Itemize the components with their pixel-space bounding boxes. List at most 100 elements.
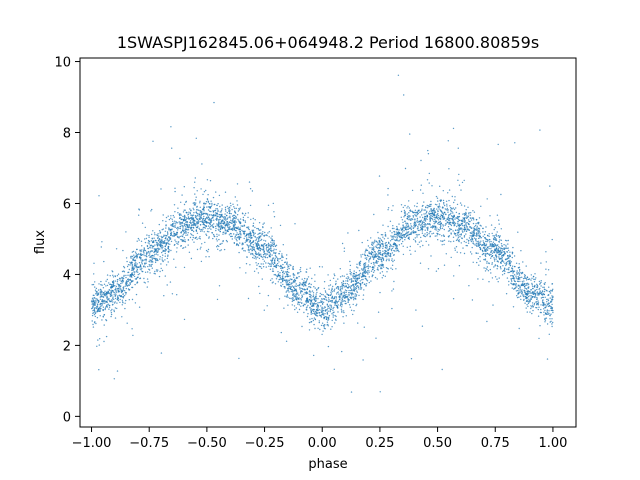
data-point bbox=[203, 231, 205, 233]
data-point bbox=[460, 223, 463, 225]
data-point bbox=[467, 219, 470, 221]
data-point bbox=[541, 294, 544, 296]
data-point bbox=[426, 179, 429, 181]
data-point bbox=[208, 206, 211, 208]
data-point bbox=[157, 269, 159, 271]
data-point bbox=[468, 285, 470, 287]
data-point bbox=[219, 214, 221, 216]
data-point bbox=[237, 236, 239, 238]
data-point bbox=[531, 282, 533, 285]
data-point bbox=[341, 242, 344, 245]
data-point bbox=[359, 262, 361, 265]
data-point bbox=[209, 210, 211, 212]
data-point bbox=[356, 290, 358, 292]
data-point bbox=[119, 285, 121, 288]
data-point bbox=[325, 316, 328, 318]
data-point bbox=[117, 299, 120, 302]
data-point bbox=[533, 281, 536, 283]
data-point bbox=[327, 297, 330, 299]
data-point bbox=[357, 322, 359, 324]
data-point bbox=[270, 227, 272, 229]
data-point bbox=[259, 292, 261, 295]
data-point bbox=[274, 254, 277, 257]
data-point bbox=[448, 189, 451, 191]
data-point bbox=[116, 289, 118, 291]
data-point bbox=[299, 286, 301, 289]
data-point bbox=[437, 239, 439, 241]
data-point bbox=[93, 313, 96, 316]
data-point bbox=[177, 241, 179, 243]
data-point bbox=[346, 280, 349, 282]
data-point bbox=[447, 211, 449, 213]
data-point bbox=[144, 266, 146, 268]
data-point bbox=[416, 228, 419, 230]
data-point bbox=[372, 268, 374, 270]
data-point bbox=[536, 294, 539, 296]
data-point bbox=[165, 244, 167, 246]
data-point bbox=[117, 279, 119, 281]
data-point bbox=[532, 293, 534, 295]
data-point bbox=[538, 306, 540, 308]
data-point bbox=[108, 308, 110, 310]
data-point bbox=[178, 236, 180, 238]
data-point bbox=[500, 193, 502, 196]
data-point bbox=[539, 287, 541, 290]
data-point bbox=[335, 296, 337, 298]
data-point bbox=[205, 256, 207, 258]
data-point bbox=[272, 263, 275, 266]
data-point bbox=[387, 194, 389, 196]
data-point bbox=[545, 268, 547, 270]
data-point bbox=[365, 283, 368, 285]
data-point bbox=[368, 252, 371, 255]
data-point bbox=[214, 209, 217, 212]
data-point bbox=[334, 322, 336, 324]
data-point bbox=[329, 284, 332, 286]
data-point bbox=[321, 298, 323, 300]
data-point bbox=[342, 283, 345, 285]
data-point bbox=[282, 270, 284, 272]
data-point bbox=[404, 236, 406, 239]
data-point bbox=[254, 242, 257, 244]
data-point bbox=[425, 217, 427, 220]
data-point bbox=[265, 234, 268, 236]
data-point bbox=[402, 206, 404, 209]
data-point bbox=[139, 257, 141, 259]
data-point bbox=[490, 253, 492, 256]
data-point bbox=[370, 256, 372, 258]
data-point bbox=[499, 258, 501, 260]
data-point bbox=[403, 212, 406, 214]
data-point bbox=[326, 303, 328, 305]
data-point bbox=[520, 283, 523, 285]
data-point bbox=[385, 244, 387, 247]
data-point bbox=[525, 293, 527, 295]
data-point bbox=[468, 237, 471, 239]
data-point bbox=[329, 294, 332, 296]
data-point bbox=[380, 243, 382, 245]
data-point bbox=[357, 267, 359, 269]
data-point bbox=[503, 248, 505, 250]
data-point bbox=[474, 228, 477, 231]
data-point bbox=[149, 256, 151, 258]
data-point bbox=[100, 293, 102, 296]
data-point bbox=[161, 236, 164, 239]
data-point bbox=[342, 310, 345, 312]
data-point bbox=[530, 274, 532, 276]
data-point bbox=[401, 235, 403, 237]
data-point bbox=[484, 231, 487, 233]
data-point bbox=[373, 246, 375, 248]
data-point bbox=[421, 225, 423, 227]
data-point bbox=[237, 220, 240, 222]
data-point bbox=[377, 269, 379, 271]
data-point bbox=[441, 368, 443, 371]
data-point bbox=[343, 300, 346, 302]
data-point bbox=[479, 242, 481, 244]
data-point bbox=[498, 223, 500, 225]
data-point bbox=[193, 224, 195, 226]
data-point bbox=[271, 260, 273, 262]
data-point bbox=[222, 231, 224, 234]
data-point bbox=[382, 250, 384, 252]
data-point bbox=[195, 236, 198, 238]
data-point bbox=[359, 285, 362, 287]
data-point bbox=[188, 224, 190, 226]
data-point bbox=[316, 291, 318, 294]
